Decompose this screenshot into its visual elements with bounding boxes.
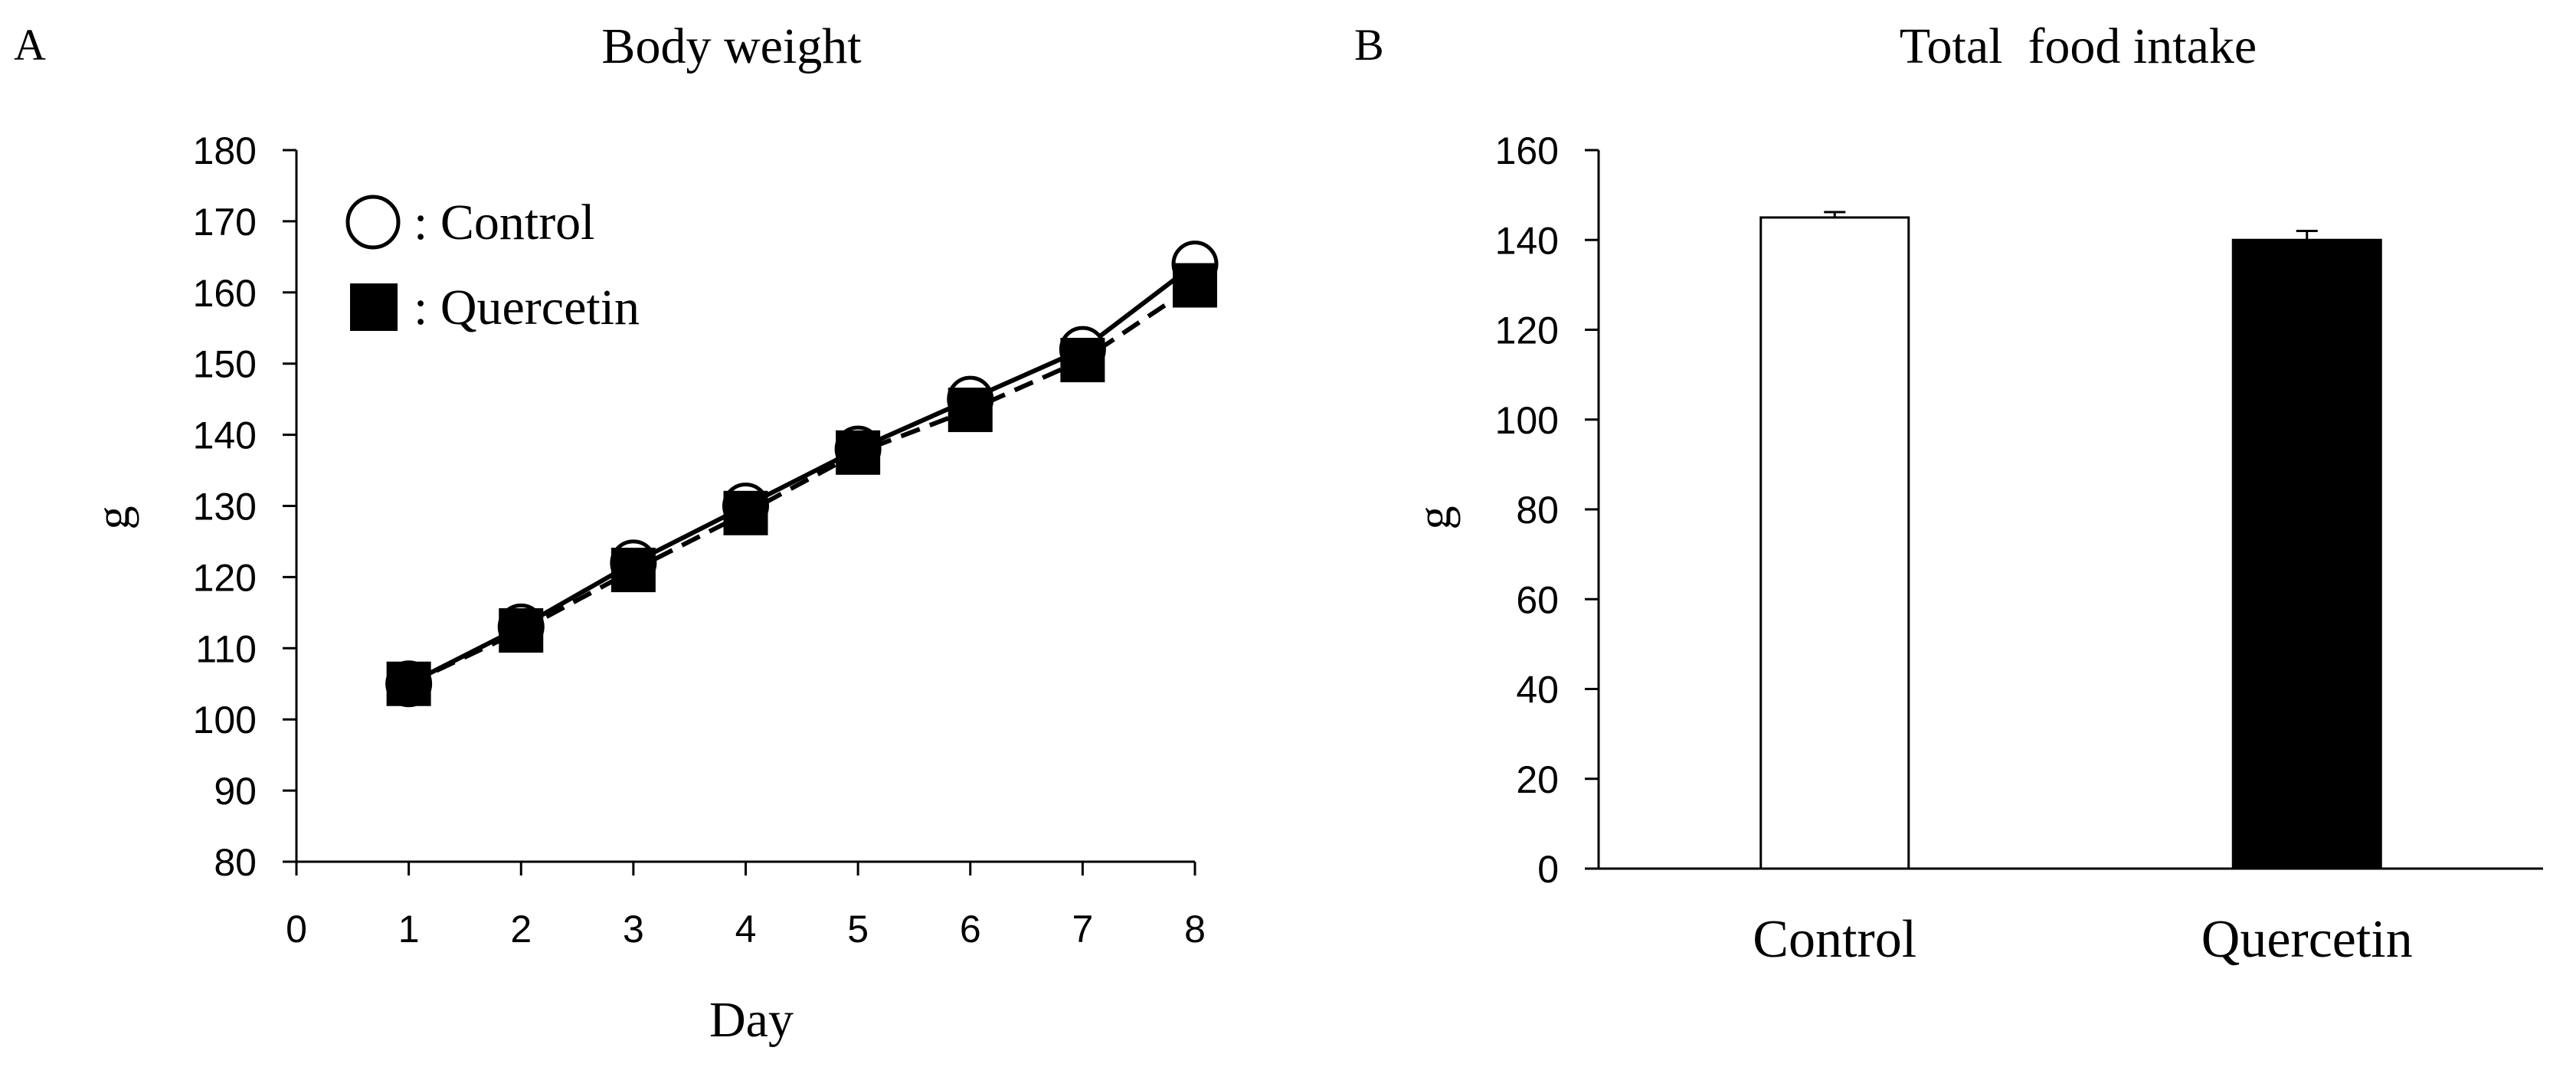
panel-a-y-tick-label: 130	[193, 486, 257, 529]
category-label-control: Control	[1753, 910, 1916, 969]
panel-a-title: Body weight	[601, 18, 861, 74]
panel-a-y-tick-label: 120	[193, 556, 257, 599]
panel-a-y-tick-label: 100	[193, 699, 257, 741]
panel-a-x-label: Day	[709, 992, 794, 1048]
quercetin-point	[499, 608, 544, 653]
panel-a-y-tick-label: 80	[214, 841, 257, 884]
panel-a-x-tick-label: 0	[286, 908, 307, 951]
quercetin-point	[386, 661, 431, 706]
panel-a-y-tick-label: 90	[214, 770, 257, 813]
panel-b-axes	[1597, 150, 2543, 870]
quercetin-point	[836, 430, 881, 475]
panel-b-ticks: 0 20 40 60 80 100 120 140 160	[1495, 129, 1599, 891]
legend-control-label: : Control	[414, 195, 595, 250]
quercetin-point	[1173, 263, 1217, 308]
panel-a-y-tick-label: 180	[193, 129, 257, 172]
quercetin-point	[610, 548, 656, 593]
panel-b-category-labels: Control Quercetin	[1753, 910, 2412, 969]
panel-a-ticks: 80 90 100 110 120 130 140 150 160 170 180 0 1 2 3 4 5 6 7 8	[193, 129, 1206, 951]
panel-a-legend: : Control : Quercetin	[345, 195, 640, 335]
panel-a-y-tick-label: 170	[193, 201, 257, 244]
panel-a-x-tick-label: 5	[847, 908, 869, 951]
panel-a-x-tick-label: 1	[398, 908, 420, 951]
panel-b-y-tick-label: 100	[1495, 399, 1559, 442]
category-label-quercetin: Quercetin	[2201, 910, 2413, 969]
panel-a-x-tick-label: 4	[735, 908, 757, 951]
panel-b-y-tick-label: 0	[1537, 848, 1559, 891]
panel-a-y-label: g	[87, 506, 139, 530]
panel-a-y-tick-label: 150	[193, 343, 257, 386]
panel-b-title: Total food intake	[1900, 18, 2257, 74]
bar-control	[1759, 216, 1910, 870]
series-line-quercetin	[408, 283, 1196, 686]
bar-quercetin	[2231, 238, 2382, 870]
panel-b-y-tick-label: 60	[1516, 578, 1559, 621]
panel-a-x-tick-label: 7	[1072, 908, 1093, 951]
panel-a-label: A	[14, 20, 46, 70]
quercetin-point	[948, 388, 993, 433]
panel-b-error-bars	[1824, 211, 2318, 241]
quercetin-point	[1060, 338, 1105, 383]
panel-b-y-tick-label: 20	[1516, 758, 1559, 801]
panel-a-x-tick-label: 8	[1184, 908, 1206, 951]
panel-a-body-weight-chart: A Body weight g Day 80901001101201301401…	[14, 18, 1219, 1048]
legend-quercetin-label: : Quercetin	[414, 280, 640, 335]
panel-a-x-tick-label: 2	[510, 908, 532, 951]
panel-b-y-tick-label: 40	[1516, 669, 1559, 712]
panel-a-y-tick-label: 160	[193, 272, 257, 315]
panel-a-y-tick-label: 110	[195, 627, 257, 670]
panel-a-x-tick-label: 3	[623, 908, 644, 951]
legend-quercetin-marker	[350, 283, 398, 331]
panel-b-bars	[1759, 216, 2382, 870]
legend-control-marker	[345, 195, 401, 250]
panel-b-food-intake-chart: B Total food intake g 0 20 40 60 80 100 120 140…	[1354, 18, 2543, 969]
panel-a-markers	[385, 241, 1219, 708]
panel-b-y-tick-label: 80	[1516, 489, 1559, 532]
panel-b-y-label: g	[1409, 506, 1461, 530]
panel-b-y-tick-label: 140	[1495, 219, 1559, 262]
quercetin-point	[723, 490, 768, 535]
panel-a-x-tick-label: 6	[960, 908, 981, 951]
panel-b-y-tick-label: 120	[1495, 309, 1559, 352]
panel-b-label: B	[1354, 20, 1384, 70]
panel-b-y-tick-label: 160	[1495, 129, 1559, 172]
panel-a-y-tick-label: 140	[193, 414, 257, 457]
